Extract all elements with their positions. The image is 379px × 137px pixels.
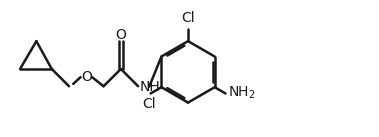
Text: Cl: Cl: [181, 11, 195, 25]
Text: NH: NH: [140, 80, 161, 94]
Text: Cl: Cl: [142, 97, 155, 111]
Text: NH$_2$: NH$_2$: [229, 84, 256, 101]
Text: O: O: [81, 70, 92, 84]
Text: O: O: [116, 28, 126, 42]
